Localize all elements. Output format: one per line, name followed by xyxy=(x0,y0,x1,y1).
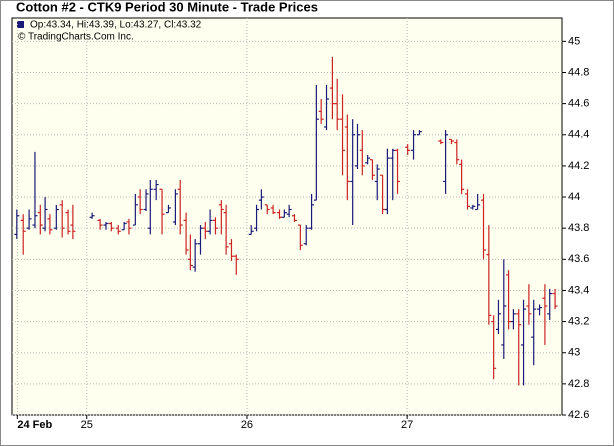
y-tick-label: 44 xyxy=(568,191,580,203)
plot-area xyxy=(11,17,563,416)
y-tick-label: 43 xyxy=(568,347,580,359)
y-tick-label: 43.8 xyxy=(568,222,589,234)
copyright: © TradingCharts.Com Inc. xyxy=(18,32,134,43)
legend-swatch xyxy=(17,21,24,28)
y-tick-label: 42.8 xyxy=(568,378,589,390)
y-tick-label: 44.4 xyxy=(568,129,589,141)
y-tick-label: 44.2 xyxy=(568,160,589,172)
chart-title: Cotton #2 - CTK9 Period 30 Minute - Trad… xyxy=(16,0,318,14)
y-tick-label: 44.8 xyxy=(568,66,589,78)
y-tick-label: 45 xyxy=(568,35,580,47)
y-tick-label: 44.6 xyxy=(568,98,589,110)
x-tick-label: 27 xyxy=(401,419,413,431)
legend-text: Op:43.34, Hi:43.39, Lo:43.27, Cl:43.32 xyxy=(30,20,202,31)
y-tick-label: 42.6 xyxy=(568,409,589,421)
y-tick-label: 43.4 xyxy=(568,284,589,296)
y-tick-label: 43.2 xyxy=(568,315,589,327)
x-tick-label: 24 Feb xyxy=(17,419,52,431)
x-tick-label: 25 xyxy=(81,419,93,431)
x-tick-label: 26 xyxy=(241,419,253,431)
y-tick-label: 43.6 xyxy=(568,253,589,265)
